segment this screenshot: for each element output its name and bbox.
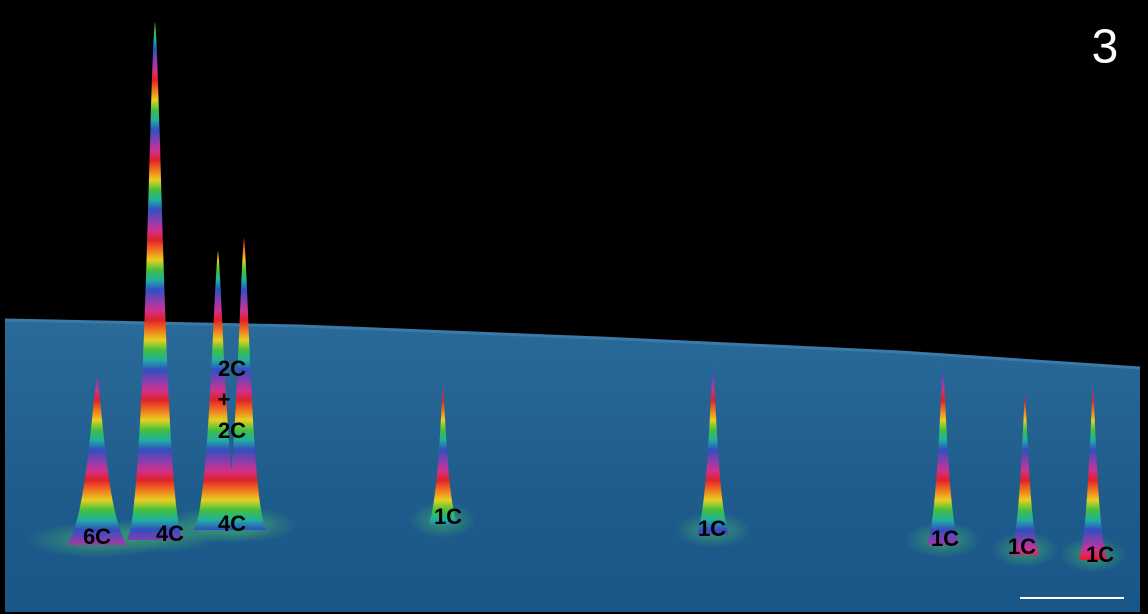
peak bbox=[194, 250, 242, 530]
peak bbox=[927, 365, 959, 545]
peak-label: 1C bbox=[931, 526, 959, 551]
peaks bbox=[25, 22, 1127, 573]
peak bbox=[429, 385, 457, 525]
peak-label: 2C bbox=[218, 418, 246, 443]
peak-label: 1C bbox=[698, 516, 726, 541]
panel-label: 3 bbox=[1092, 21, 1119, 74]
peak-label: 1C bbox=[1008, 534, 1036, 559]
peak bbox=[127, 22, 183, 540]
surface bbox=[5, 320, 1140, 612]
peak-label: 1C bbox=[434, 504, 462, 529]
peak-label: 6C bbox=[83, 524, 111, 549]
peak bbox=[697, 365, 729, 535]
peak-label: 1C bbox=[1086, 542, 1114, 567]
peak-label: + bbox=[218, 387, 231, 412]
surface-edge bbox=[4, 318, 1141, 370]
peak-labels: 6C 4C 4C 2C +2C 1C 1C 1C 1C 1C bbox=[83, 356, 1114, 567]
peak bbox=[1011, 393, 1039, 555]
peak bbox=[67, 375, 127, 545]
peak bbox=[1079, 385, 1107, 560]
peak-label: 2C bbox=[218, 356, 246, 381]
peak-label: 4C bbox=[156, 521, 184, 546]
peak bbox=[222, 237, 266, 530]
peak-label: 4C bbox=[218, 511, 246, 536]
